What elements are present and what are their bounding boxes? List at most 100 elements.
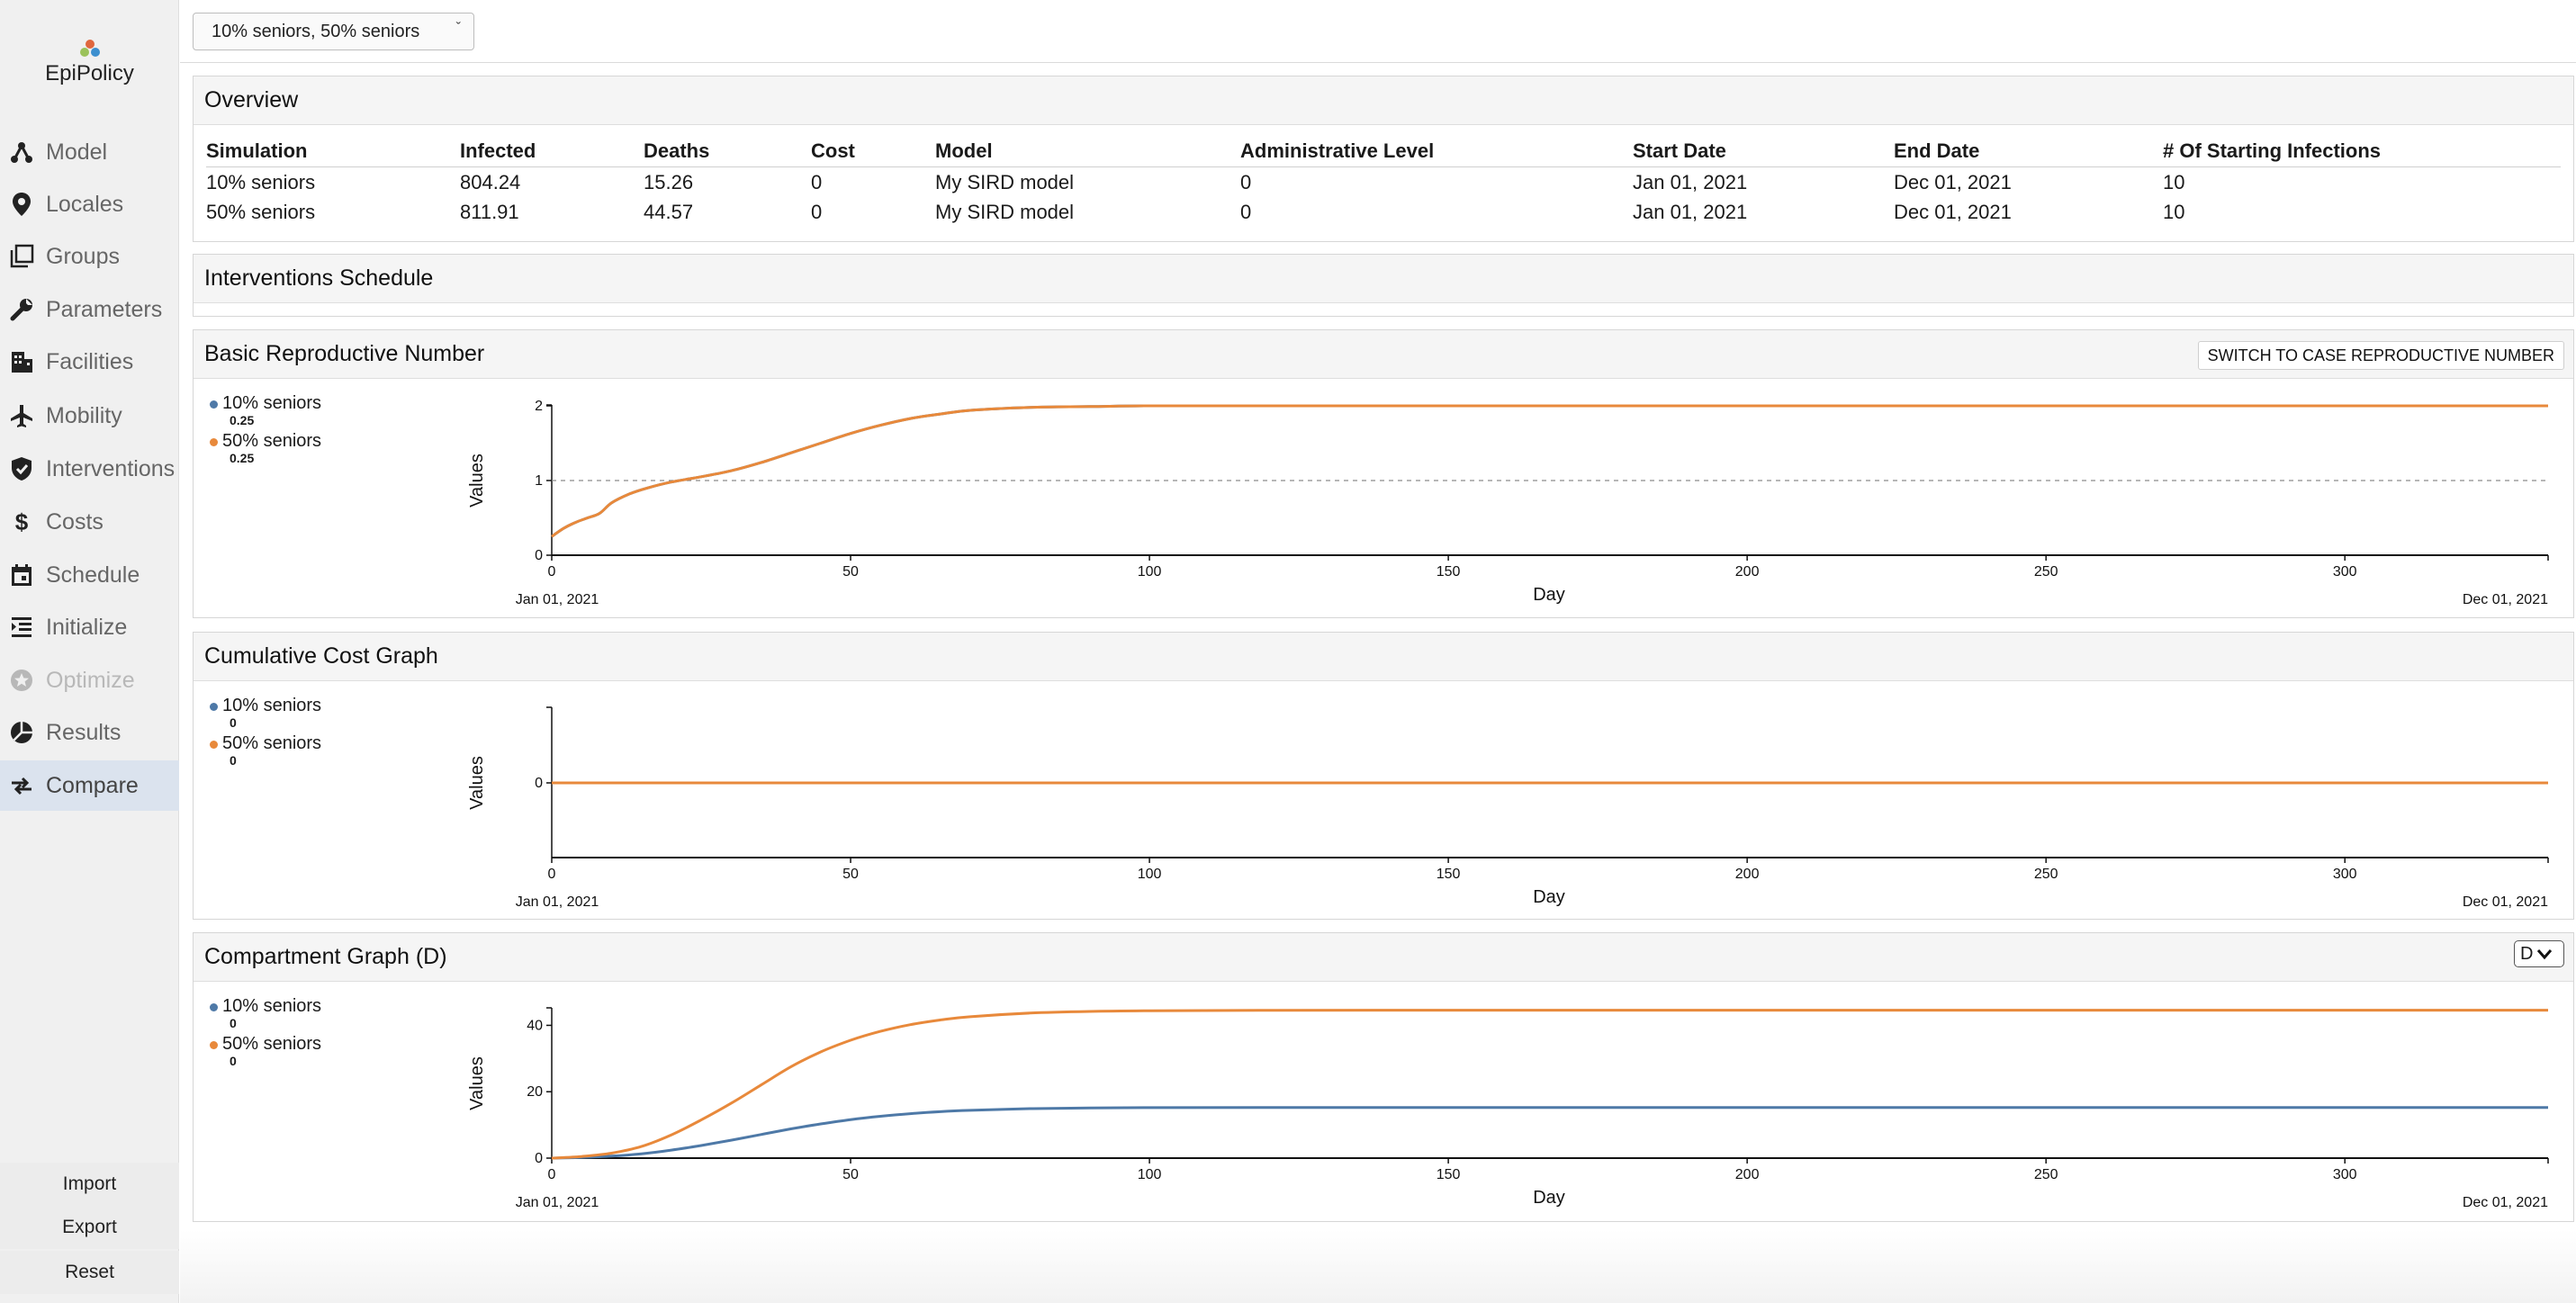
overview-table: Simulation Infected Deaths Cost Model Ad… — [206, 134, 2561, 227]
sidebar-item-compare[interactable]: Compare — [0, 760, 179, 811]
x-tick-label: 200 — [1735, 867, 1760, 882]
sidebar-item-model[interactable]: Model — [0, 127, 179, 177]
chevron-down-icon — [2537, 949, 2553, 960]
table-cell: 15.26 — [644, 171, 694, 193]
sidebar-item-label: Interventions — [46, 455, 176, 481]
table-cell: 0 — [1240, 171, 1252, 193]
switch-reproductive-number-button[interactable]: SWITCH TO CASE REPRODUCTIVE NUMBER — [2197, 341, 2564, 370]
legend-name: 50% seniors — [222, 1034, 322, 1054]
sidebar: EpiPolicy Model Locales Groups Parameter… — [0, 0, 179, 1303]
x-axis-title: Day — [1533, 887, 1565, 907]
table-cell: 50% seniors — [206, 201, 316, 223]
list-indent-icon — [7, 613, 36, 642]
sidebar-item-schedule[interactable]: Schedule — [0, 550, 179, 600]
x-tick-label: 300 — [2333, 1167, 2357, 1182]
compartment-chart-panel: Compartment Graph (D) D 10% seniors 0 50… — [193, 932, 2574, 1222]
column-header: Simulation — [206, 134, 460, 167]
sidebar-item-label: Locales — [46, 191, 124, 217]
cost-chart-title: Cumulative Cost Graph — [194, 633, 2573, 681]
table-cell: My SIRD model — [935, 201, 1075, 223]
x-tick-label: 100 — [1138, 564, 1162, 580]
table-row: 10% seniors 804.24 15.26 0 My SIRD model… — [206, 167, 2561, 198]
sidebar-item-label: Results — [46, 719, 122, 745]
legend-name: 10% seniors — [222, 996, 322, 1016]
simulation-select-value: 10% seniors, 50% seniors — [212, 21, 420, 41]
logo-icon — [77, 38, 104, 61]
model-icon — [7, 138, 36, 166]
interventions-schedule-title: Interventions Schedule — [194, 255, 2573, 303]
column-header: Infected — [460, 134, 644, 167]
table-cell: Jan 01, 2021 — [1633, 171, 1748, 193]
sidebar-item-results[interactable]: Results — [0, 707, 179, 758]
x-tick-label: 300 — [2333, 564, 2357, 580]
x-end-date-label: Dec 01, 2021 — [2463, 1195, 2548, 1210]
sidebar-item-costs[interactable]: $ Costs — [0, 497, 179, 547]
x-tick-label: 50 — [842, 564, 859, 580]
x-axis-title: Day — [1533, 1188, 1565, 1208]
table-cell: Jan 01, 2021 — [1633, 201, 1748, 223]
column-header: End Date — [1894, 134, 2163, 167]
x-start-date-label: Jan 01, 2021 — [516, 894, 599, 910]
reset-button[interactable]: Reset — [0, 1251, 179, 1294]
app-logo: EpiPolicy — [0, 38, 179, 86]
app-name: EpiPolicy — [45, 61, 134, 85]
sidebar-item-groups[interactable]: Groups — [0, 231, 179, 282]
table-header-row: Simulation Infected Deaths Cost Model Ad… — [206, 134, 2561, 167]
x-tick-label: 250 — [2034, 564, 2058, 580]
top-bar: 10% seniors, 50% seniors ˇ — [180, 0, 2576, 63]
legend-name: 50% seniors — [222, 733, 322, 753]
dollar-icon: $ — [7, 508, 36, 536]
r0-chart-panel: Basic Reproductive Number SWITCH TO CASE… — [193, 329, 2574, 618]
x-tick-label: 150 — [1437, 867, 1461, 882]
import-button[interactable]: Import — [0, 1163, 179, 1206]
x-tick-label: 0 — [548, 867, 556, 882]
x-tick-label: 200 — [1735, 1167, 1760, 1182]
series-line-10-seniors — [551, 404, 2548, 538]
legend-value: 0 — [230, 753, 237, 768]
x-axis-title: Day — [1533, 585, 1565, 605]
sidebar-item-label: Initialize — [46, 614, 128, 640]
table-cell: My SIRD model — [935, 171, 1075, 193]
table-cell: 804.24 — [460, 171, 521, 193]
export-button[interactable]: Export — [0, 1206, 179, 1249]
location-pin-icon — [7, 190, 36, 219]
cost-line-chart: Values Day Jan 01, 2021 Dec 01, 2021 0 50… — [467, 706, 2549, 910]
pie-chart-icon — [7, 718, 36, 747]
sidebar-item-label: Optimize — [46, 667, 135, 693]
table-cell: Dec 01, 2021 — [1894, 171, 2012, 193]
series-line-50-seniors — [551, 1009, 2548, 1160]
legend-dot-icon — [210, 1003, 218, 1011]
y-tick-label: 20 — [527, 1084, 543, 1100]
legend-value: 0.25 — [230, 413, 255, 427]
x-tick-label: 100 — [1138, 1167, 1162, 1182]
sidebar-item-facilities[interactable]: Facilities — [0, 337, 179, 387]
sidebar-item-locales[interactable]: Locales — [0, 179, 179, 229]
sidebar-item-mobility[interactable]: Mobility — [0, 391, 179, 441]
svg-text:$: $ — [15, 509, 29, 535]
airplane-icon — [7, 401, 36, 430]
sidebar-item-interventions[interactable]: Interventions — [0, 444, 179, 494]
y-tick-label: 0 — [535, 1151, 543, 1166]
x-tick-label: 50 — [842, 1167, 859, 1182]
column-header: Start Date — [1633, 134, 1894, 167]
sidebar-item-optimize[interactable]: Optimize — [0, 655, 179, 705]
sidebar-item-parameters[interactable]: Parameters — [0, 284, 179, 335]
x-start-date-label: Jan 01, 2021 — [516, 1195, 599, 1210]
column-header: Cost — [811, 134, 935, 167]
column-header: # Of Starting Infections — [2163, 134, 2561, 167]
x-tick-label: 300 — [2333, 867, 2357, 882]
table-cell: 44.57 — [644, 201, 694, 223]
sidebar-item-initialize[interactable]: Initialize — [0, 602, 179, 652]
legend-name: 10% seniors — [222, 696, 322, 715]
sidebar-item-label: Schedule — [46, 562, 140, 588]
x-tick-label: 100 — [1138, 867, 1162, 882]
table-cell: 0 — [1240, 201, 1252, 223]
table-cell: 811.91 — [460, 201, 519, 223]
column-header: Deaths — [644, 134, 811, 167]
legend-name: 50% seniors — [222, 431, 322, 451]
compartment-select[interactable]: D — [2514, 940, 2564, 967]
simulation-select[interactable]: 10% seniors, 50% seniors ˇ — [193, 13, 474, 50]
sidebar-item-label: Model — [46, 139, 108, 165]
x-end-date-label: Dec 01, 2021 — [2463, 894, 2548, 910]
legend-name: 10% seniors — [222, 393, 322, 413]
